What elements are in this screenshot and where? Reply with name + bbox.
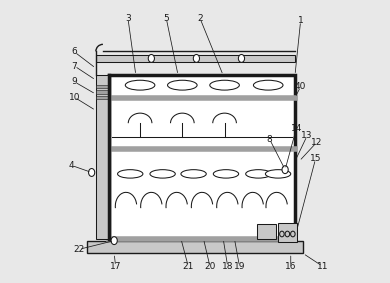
- Bar: [87, 241, 303, 253]
- Bar: [96, 85, 109, 88]
- Ellipse shape: [168, 80, 197, 90]
- Text: 16: 16: [285, 262, 296, 271]
- Text: 11: 11: [317, 262, 328, 271]
- Ellipse shape: [150, 170, 175, 178]
- Ellipse shape: [213, 170, 239, 178]
- Bar: [96, 96, 109, 99]
- Ellipse shape: [238, 55, 245, 62]
- Ellipse shape: [193, 55, 200, 62]
- Ellipse shape: [181, 170, 206, 178]
- Text: 1: 1: [298, 16, 303, 25]
- Text: 7: 7: [72, 61, 77, 70]
- Text: 8: 8: [267, 135, 273, 144]
- Text: 14: 14: [291, 124, 302, 133]
- Ellipse shape: [291, 231, 295, 237]
- Bar: [96, 55, 295, 61]
- Bar: [257, 224, 276, 239]
- Text: 17: 17: [110, 262, 121, 271]
- Ellipse shape: [117, 170, 143, 178]
- Ellipse shape: [282, 166, 288, 173]
- Text: 12: 12: [311, 138, 323, 147]
- Ellipse shape: [89, 169, 95, 176]
- Bar: [96, 75, 109, 239]
- Text: 10: 10: [69, 93, 80, 102]
- Bar: [96, 90, 109, 94]
- Text: 4: 4: [69, 161, 74, 170]
- Ellipse shape: [266, 170, 291, 178]
- Ellipse shape: [246, 170, 271, 178]
- Text: 3: 3: [125, 14, 131, 23]
- Text: 5: 5: [163, 14, 169, 23]
- Text: 9: 9: [72, 77, 77, 86]
- Ellipse shape: [125, 80, 155, 90]
- Ellipse shape: [210, 80, 239, 90]
- Text: 6: 6: [72, 48, 77, 56]
- Text: 19: 19: [234, 262, 245, 271]
- Ellipse shape: [148, 55, 154, 62]
- Ellipse shape: [111, 237, 117, 245]
- Bar: [109, 75, 295, 239]
- Ellipse shape: [254, 80, 283, 90]
- Text: 20: 20: [204, 262, 216, 271]
- Text: 21: 21: [183, 262, 194, 271]
- Text: 15: 15: [310, 155, 321, 164]
- Text: 18: 18: [222, 262, 234, 271]
- Ellipse shape: [285, 231, 290, 237]
- Bar: [278, 223, 297, 242]
- Text: 13: 13: [301, 131, 313, 140]
- Text: 22: 22: [73, 245, 85, 254]
- Text: 40: 40: [295, 82, 306, 91]
- Ellipse shape: [280, 231, 284, 237]
- Text: 2: 2: [197, 14, 203, 23]
